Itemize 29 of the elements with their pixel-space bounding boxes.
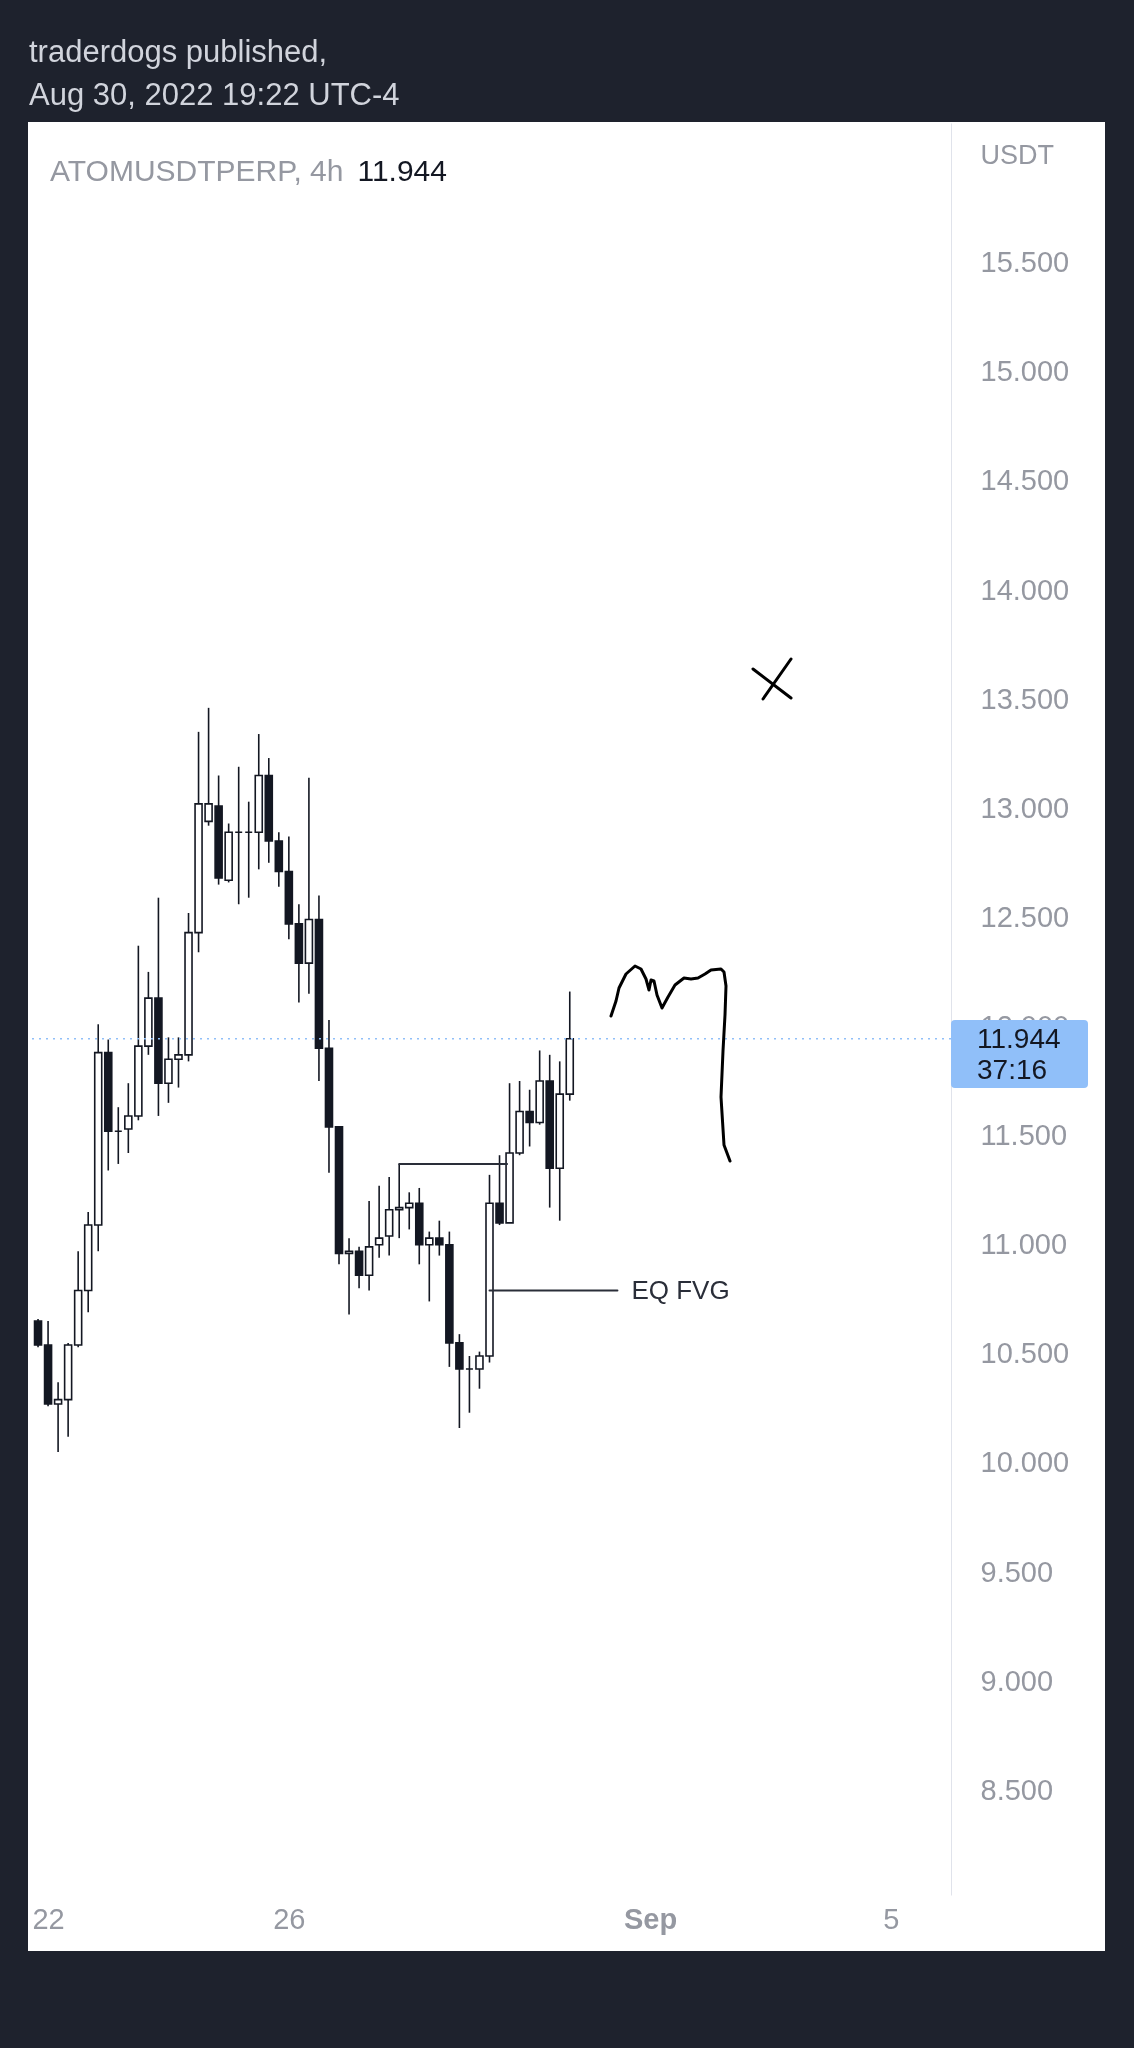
y-tick-label: 13.500: [980, 682, 1070, 715]
text: 11.944: [357, 154, 447, 187]
text: Aug 30, 2022 19:22 UTC-4: [29, 76, 400, 114]
candlestick: [344, 1237, 354, 1316]
y-tick-label: 12.500: [980, 900, 1070, 933]
candlestick: [374, 1184, 384, 1259]
y-tick-label: 8.500: [980, 1773, 1054, 1806]
y-tick-label: 10.000: [980, 1446, 1070, 1479]
x-tick-label: 22: [32, 1902, 65, 1935]
y-tick-label: 14.500: [980, 464, 1070, 497]
x-tick-label: 5: [883, 1902, 900, 1935]
y-tick-label: 11.000: [980, 1228, 1068, 1261]
y-tick-label: 13.000: [980, 791, 1070, 824]
x-tick-label: Sep: [623, 1902, 678, 1935]
x-tick-label: 26: [273, 1902, 306, 1935]
price-tag: 11.944 37:16: [951, 1019, 1088, 1088]
y-tick-label: 9.500: [980, 1555, 1054, 1588]
text: ATOMUSDTPERP, 4h: [50, 154, 344, 187]
ref-line-label: 11.944: [977, 1022, 1062, 1054]
annotation: EQ FVG: [631, 1274, 730, 1305]
y-axis-title: USDT: [980, 139, 1054, 170]
y-tick-label: 10.500: [980, 1337, 1070, 1370]
y-tick-label: 11.500: [980, 1119, 1068, 1152]
y-tick-label: 14.000: [980, 573, 1070, 606]
text: traderdogs published,: [29, 33, 329, 71]
y-tick-label: 9.000: [980, 1664, 1054, 1697]
candlestick: [53, 1381, 63, 1453]
y-tick-label: 15.500: [980, 246, 1070, 279]
y-tick-label: 15.000: [980, 355, 1070, 388]
